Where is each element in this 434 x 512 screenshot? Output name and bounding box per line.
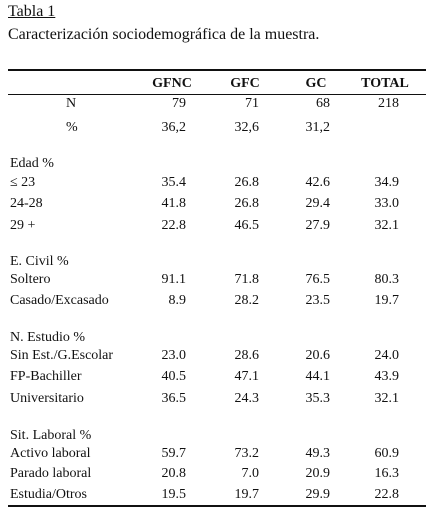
cell: 33.0 — [374, 196, 400, 211]
cell: 16.3 — [374, 466, 400, 481]
cell: 28.2 — [234, 293, 260, 308]
cell: 35.4 — [161, 175, 187, 190]
column-header: GFNC — [152, 76, 192, 91]
cell: 32.1 — [374, 391, 400, 406]
cell: 36,2 — [161, 120, 187, 135]
row-label: 24-28 — [10, 196, 43, 211]
cell: 44.1 — [305, 369, 331, 384]
cell: 26.8 — [234, 175, 260, 190]
cell: 26.8 — [234, 196, 260, 211]
cell: 29.9 — [305, 487, 331, 502]
cell: 35.3 — [305, 391, 331, 406]
cell: 22.8 — [374, 487, 400, 502]
cell: 91.1 — [161, 272, 187, 287]
cell: 41.8 — [161, 196, 187, 211]
cell: 43.9 — [374, 369, 400, 384]
row-label: Estudia/Otros — [10, 487, 87, 502]
row-label: Casado/Excasado — [10, 293, 109, 308]
column-header: GFC — [230, 76, 260, 91]
row-label: 29 + — [10, 218, 36, 233]
cell: 19.5 — [161, 487, 187, 502]
cell: 32.1 — [374, 218, 400, 233]
section-label: N. Estudio % — [10, 330, 86, 345]
cell: 71.8 — [234, 272, 260, 287]
row-label: % — [66, 120, 78, 135]
section-label: Sit. Laboral % — [10, 428, 92, 443]
cell: 19.7 — [234, 487, 260, 502]
row-label: Activo laboral — [10, 446, 91, 461]
cell: 59.7 — [161, 446, 187, 461]
cell: 23.0 — [161, 348, 187, 363]
cell: 42.6 — [305, 175, 331, 190]
cell: 28.6 — [234, 348, 260, 363]
cell: 79 — [172, 96, 186, 111]
cell: 22.8 — [161, 218, 187, 233]
row-label: Parado laboral — [10, 466, 92, 481]
cell: 20.8 — [161, 466, 187, 481]
cell: 76.5 — [305, 272, 331, 287]
cell: 34.9 — [374, 175, 400, 190]
cell: 68 — [316, 96, 330, 111]
cell: 27.9 — [305, 218, 331, 233]
cell: 20.9 — [305, 466, 331, 481]
row-label: ≤ 23 — [10, 175, 36, 190]
row-label: N — [66, 96, 77, 111]
cell: 24.0 — [374, 348, 400, 363]
cell: 32,6 — [234, 120, 260, 135]
cell: 49.3 — [305, 446, 331, 461]
cell: 73.2 — [234, 446, 260, 461]
cell: 7.0 — [241, 466, 260, 481]
cell: 46.5 — [234, 218, 260, 233]
cell: 218 — [378, 96, 399, 111]
column-header: GC — [305, 76, 327, 91]
cell: 40.5 — [161, 369, 187, 384]
cell: 36.5 — [161, 391, 187, 406]
cell: 23.5 — [305, 293, 331, 308]
row-label: Universitario — [10, 391, 84, 406]
section-label: Edad % — [10, 156, 54, 171]
table-subtitle: Caracterización sociodemográfica de la m… — [8, 26, 320, 43]
cell: 29.4 — [305, 196, 331, 211]
cell: 60.9 — [374, 446, 400, 461]
cell: 80.3 — [374, 272, 400, 287]
cell: 19.7 — [374, 293, 400, 308]
cell: 71 — [245, 96, 259, 111]
row-label: Soltero — [10, 272, 51, 287]
cell: 31,2 — [305, 120, 331, 135]
row-label: Sin Est./G.Escolar — [10, 348, 114, 363]
header-rule — [8, 94, 426, 95]
section-label: E. Civil % — [10, 254, 69, 269]
cell: 8.9 — [168, 293, 187, 308]
row-label: FP-Bachiller — [10, 369, 82, 384]
top-rule — [8, 69, 426, 71]
cell: 20.6 — [305, 348, 331, 363]
cell: 47.1 — [234, 369, 260, 384]
bottom-rule — [8, 505, 426, 507]
cell: 24.3 — [234, 391, 260, 406]
column-header: TOTAL — [361, 76, 409, 91]
table-title: Tabla 1 — [8, 3, 56, 20]
